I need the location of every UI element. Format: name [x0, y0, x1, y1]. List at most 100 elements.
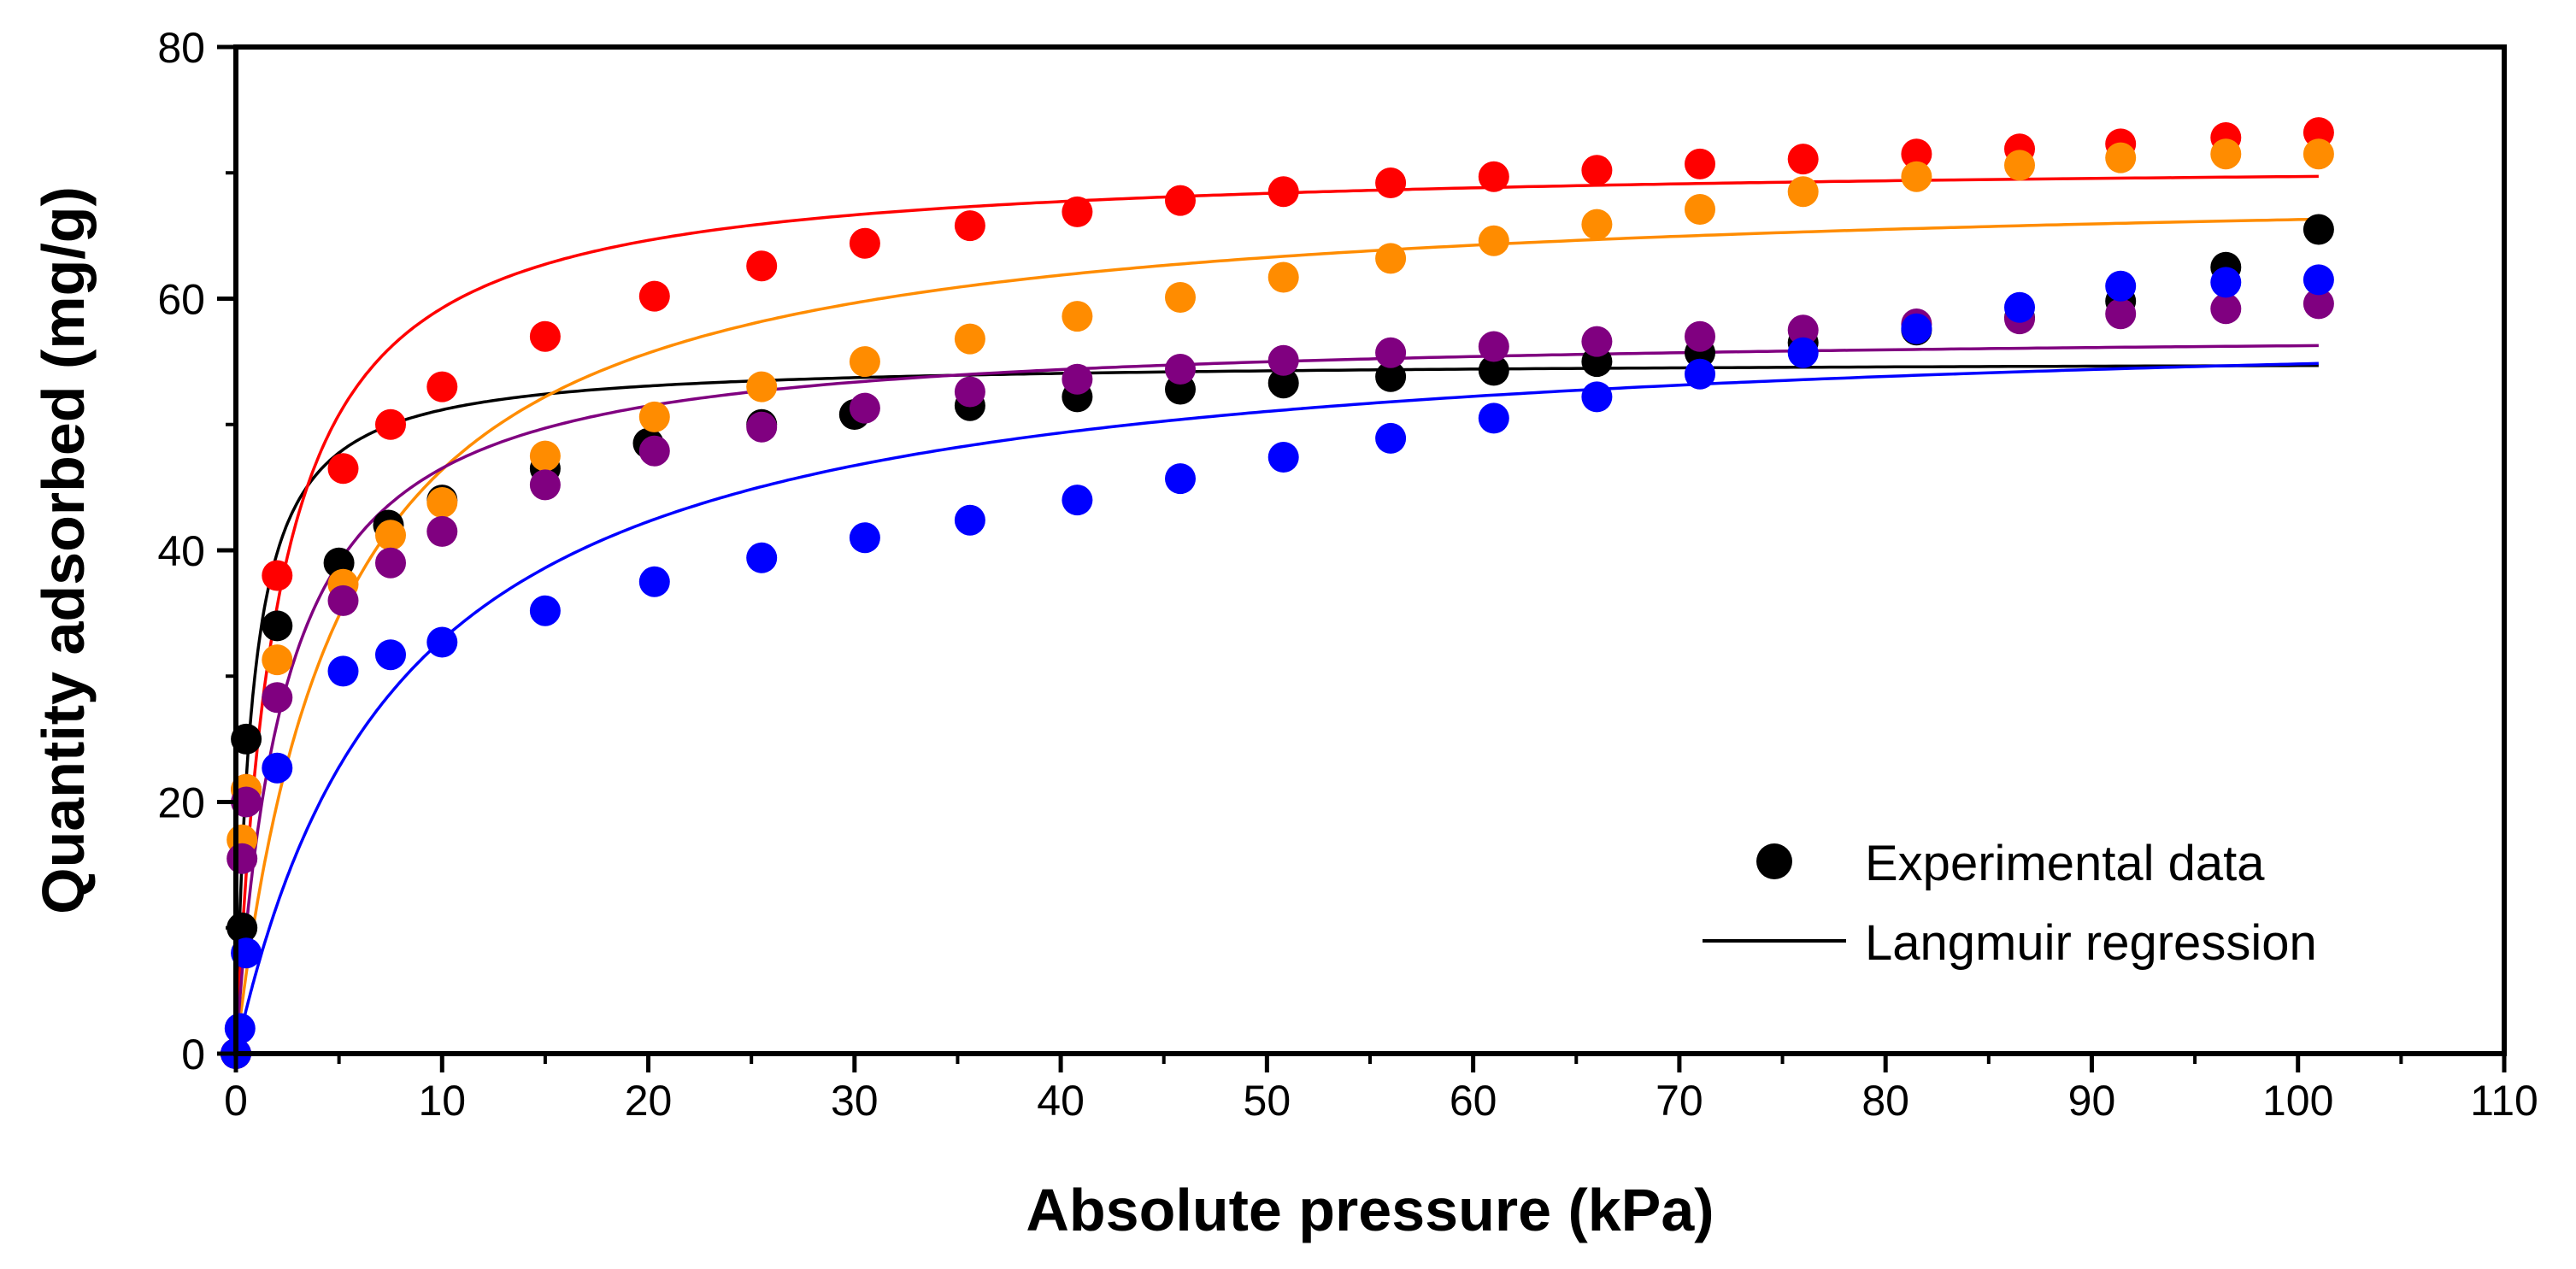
legend-marker: [1756, 843, 1792, 879]
data-point-purple: [1062, 363, 1093, 395]
data-point-purple: [1165, 354, 1196, 385]
data-point-blue: [2105, 270, 2137, 302]
data-point-orange: [1062, 301, 1093, 332]
data-point-blue: [1267, 442, 1299, 473]
data-point-blue: [1062, 485, 1093, 516]
x-tick-label: 110: [2470, 1077, 2538, 1125]
data-point-blue: [231, 937, 262, 969]
data-point-purple: [226, 843, 258, 874]
data-point-orange: [1165, 282, 1196, 313]
x-tick-label: 90: [2068, 1077, 2116, 1125]
x-tick-label: 80: [1861, 1077, 1909, 1125]
data-point-purple: [426, 515, 458, 547]
data-point-orange: [1787, 176, 1819, 208]
data-point-blue: [2210, 267, 2242, 298]
data-point-orange: [746, 371, 778, 402]
data-point-orange: [426, 487, 458, 518]
data-point-blue: [327, 655, 359, 687]
data-point-blue: [1581, 381, 1613, 413]
data-point-purple: [529, 469, 561, 501]
data-point-red: [375, 408, 406, 440]
data-point-black: [1375, 361, 1407, 392]
data-point-purple: [2210, 293, 2242, 325]
data-point-red: [1062, 196, 1093, 227]
data-point-orange: [1375, 243, 1407, 274]
data-point-purple: [1787, 314, 1819, 346]
data-point-red: [638, 280, 670, 312]
data-point-red: [746, 250, 778, 282]
data-point-blue: [262, 752, 293, 784]
data-point-purple: [231, 786, 262, 818]
data-point-blue: [529, 595, 561, 626]
data-point-orange: [954, 323, 985, 355]
data-point-purple: [327, 585, 359, 616]
data-point-blue: [1478, 402, 1509, 434]
data-point-blue: [849, 522, 880, 554]
fit-curve-blue: [234, 361, 2319, 1055]
data-point-purple: [849, 392, 880, 424]
data-point-blue: [2303, 264, 2334, 296]
y-tick-label: 60: [157, 276, 205, 324]
data-point-orange: [2303, 138, 2334, 170]
data-point-orange: [1581, 209, 1613, 240]
data-point-purple: [1375, 337, 1407, 368]
x-tick-label: 0: [224, 1077, 248, 1125]
x-tick-label: 40: [1037, 1077, 1085, 1125]
data-point-black: [1267, 367, 1299, 399]
data-point-red: [1685, 148, 1715, 179]
data-point-orange: [1267, 261, 1299, 293]
fit-curve-red: [234, 174, 2319, 1054]
data-point-black: [1478, 355, 1509, 386]
data-point-orange: [262, 644, 293, 676]
legend: Experimental data Langmuir regression: [1703, 836, 2317, 971]
data-point-red: [1787, 144, 1819, 175]
data-point-blue: [2004, 291, 2035, 323]
data-point-red: [1478, 161, 1509, 192]
data-point-red: [1375, 167, 1407, 198]
data-point-red: [849, 227, 880, 259]
regression-curves: [234, 174, 2319, 1055]
data-point-blue: [1375, 422, 1407, 454]
fit-curve-orange: [234, 217, 2319, 1055]
data-point-purple: [2303, 288, 2334, 320]
x-tick-label: 60: [1450, 1077, 1497, 1125]
data-point-purple: [1685, 320, 1715, 352]
data-point-red: [1267, 176, 1299, 208]
y-tick-label: 40: [157, 527, 205, 575]
data-point-orange: [1901, 161, 1932, 192]
data-point-purple: [954, 376, 985, 408]
data-point-black: [231, 723, 262, 755]
data-point-red: [262, 560, 293, 591]
legend-label-langmuir: Langmuir regression: [1865, 915, 2317, 971]
data-point-purple: [1478, 331, 1509, 362]
data-point-purple: [1267, 344, 1299, 376]
y-tick-label: 0: [181, 1031, 205, 1078]
data-point-purple: [2105, 298, 2137, 330]
axis-ticks: 0 10 20 30 40 50 60 70 80 90 100 110 0 20 40 60 80: [157, 24, 2538, 1125]
plot-frame: [233, 44, 2507, 1056]
data-point-red: [954, 210, 985, 242]
data-point-red: [529, 320, 561, 352]
data-point-orange: [849, 346, 880, 378]
x-tick-label: 100: [2262, 1077, 2333, 1125]
data-point-blue: [375, 639, 406, 671]
data-point-blue: [746, 542, 778, 573]
data-point-blue: [1901, 313, 1932, 344]
data-point-orange: [2004, 150, 2035, 181]
y-tick-label: 20: [157, 779, 205, 827]
data-point-red: [426, 371, 458, 402]
data-point-red: [1901, 138, 1932, 170]
data-point-orange: [1478, 225, 1509, 256]
data-point-red: [1581, 155, 1613, 186]
x-tick-label: 70: [1656, 1077, 1703, 1125]
data-point-blue: [1685, 358, 1715, 390]
data-point-orange: [2105, 142, 2137, 173]
data-point-orange: [375, 520, 406, 551]
data-point-orange: [1685, 194, 1715, 225]
data-point-blue: [1787, 337, 1819, 368]
data-point-purple: [262, 682, 293, 714]
legend-label-experimental: Experimental data: [1865, 836, 2265, 891]
x-tick-label: 20: [625, 1077, 673, 1125]
